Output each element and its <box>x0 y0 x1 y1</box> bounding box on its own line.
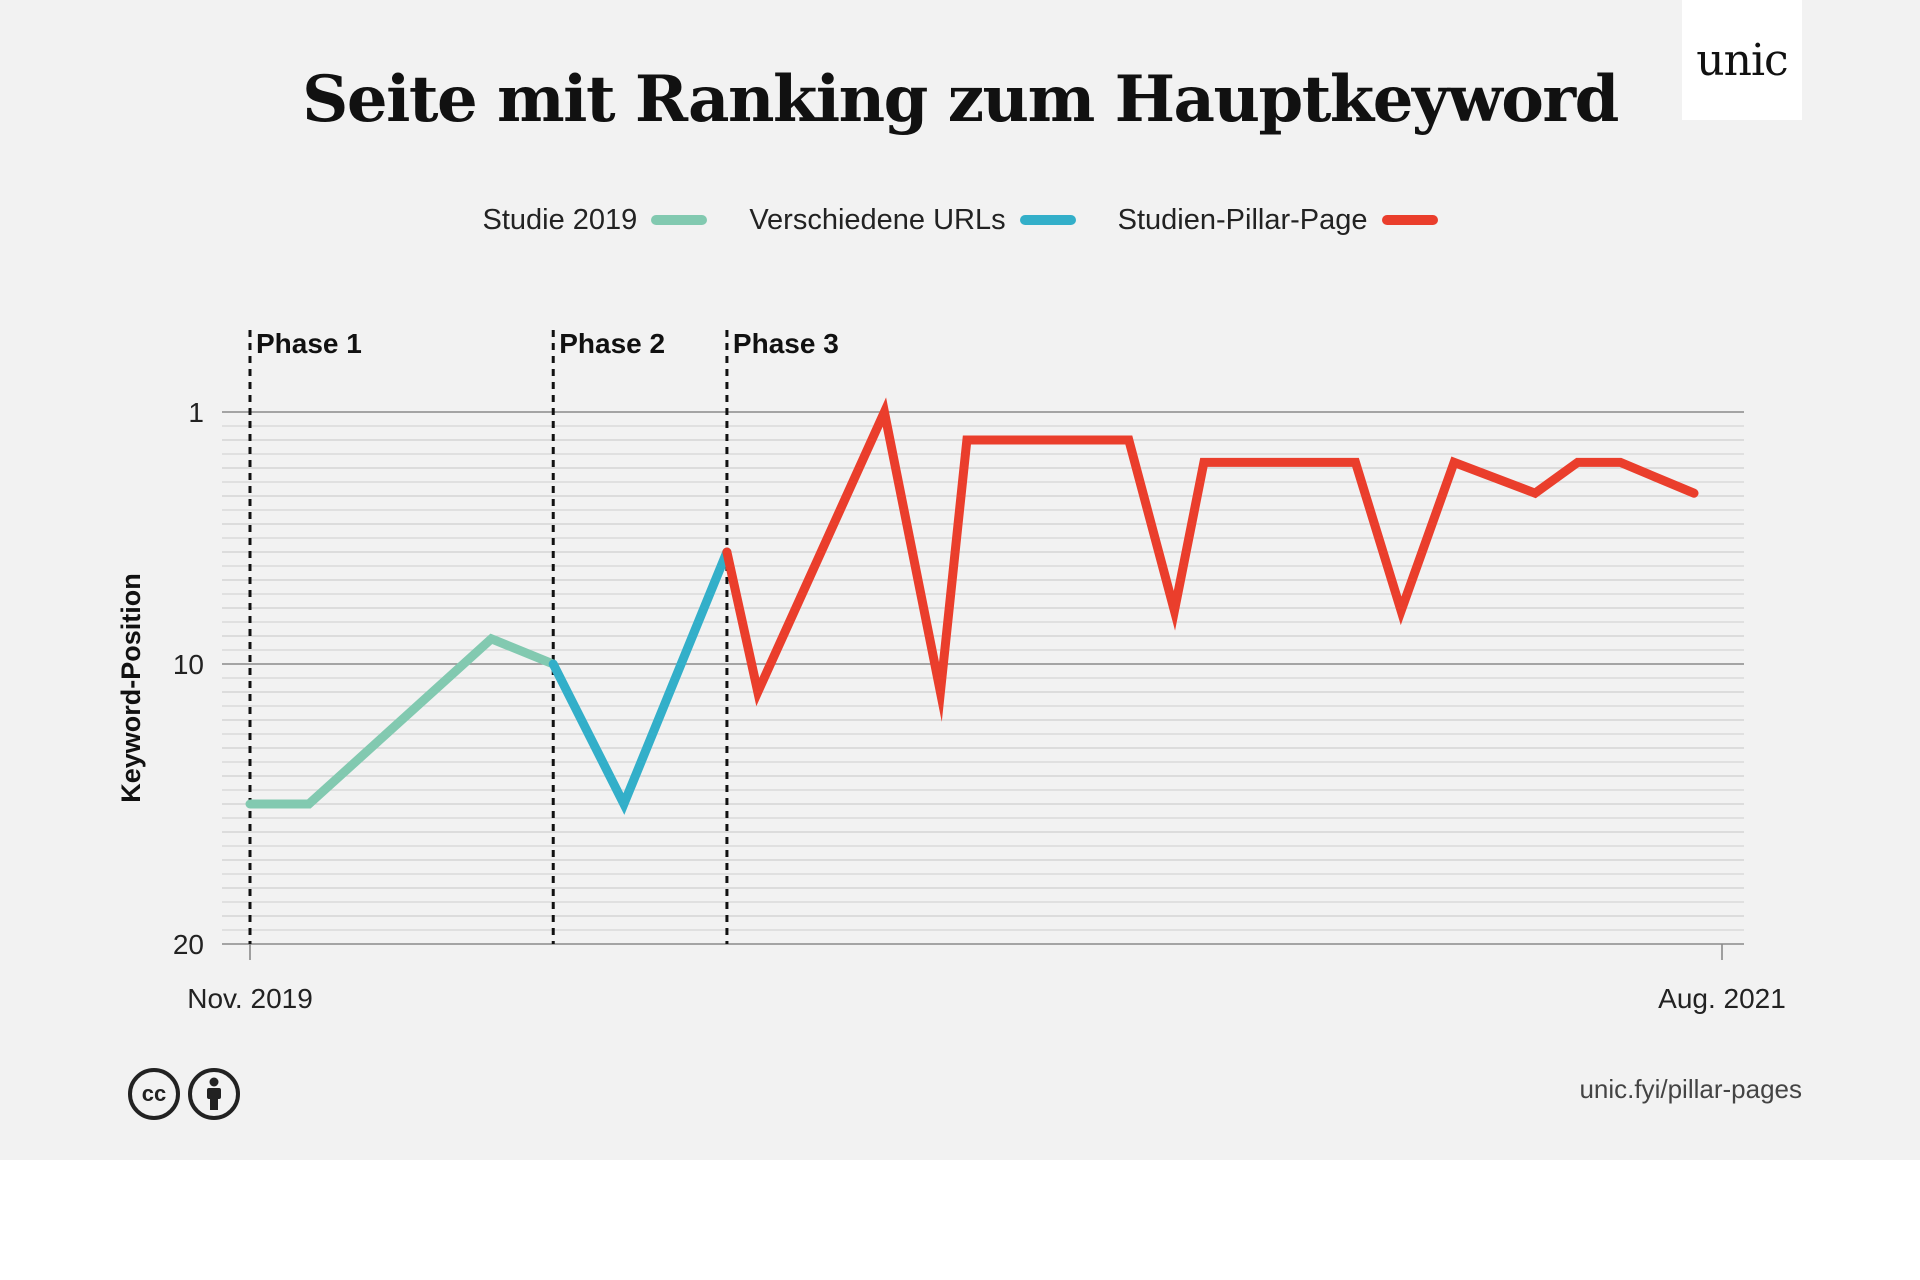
person-icon <box>207 1077 221 1110</box>
series-line-0 <box>245 633 558 809</box>
phase-label: Phase 1 <box>256 328 362 359</box>
y-axis-label: Keyword-Position <box>116 573 146 803</box>
phase-layer: Phase 1 Phase 2 Phase 3 <box>248 328 839 944</box>
y-tick-label: 10 <box>173 649 204 680</box>
legend-swatch-studie <box>651 215 708 225</box>
legend-swatch-pillar <box>1381 215 1438 225</box>
unic-logo: unic <box>1682 0 1802 120</box>
y-tick-label: 20 <box>173 929 204 960</box>
x-tick-label: Nov. 2019 <box>187 983 313 1014</box>
legend: Studie 2019 Verschiedene URLs Studien-Pi… <box>0 200 1920 240</box>
creative-commons-icon: cc <box>128 1068 180 1120</box>
attribution-icon <box>188 1068 240 1120</box>
phase-label: Phase 3 <box>733 328 839 359</box>
axis-layer: 1 10 20 Keyword-Position Nov. 2019 Aug. 2021 <box>116 397 1786 1014</box>
y-tick-label: 1 <box>188 397 204 428</box>
legend-swatch-urls <box>1019 215 1076 225</box>
footer-url: unic.fyi/pillar-pages <box>1579 1074 1802 1104</box>
series-line-2 <box>722 397 1699 722</box>
series-line-1 <box>548 547 732 815</box>
chart-title: Seite mit Ranking zum Hauptkeyword <box>302 62 1619 137</box>
cc-glyph: cc <box>141 1081 167 1106</box>
license-icons: cc <box>128 1068 248 1120</box>
legend-label-pillar: Studien-Pillar-Page <box>1117 203 1368 236</box>
phase-label: Phase 2 <box>559 328 665 359</box>
legend-label-studie: Studie 2019 <box>482 203 638 236</box>
legend-item-pillar: Studien-Pillar-Page <box>1118 204 1438 237</box>
series-layer <box>245 397 1699 815</box>
legend-item-studie: Studie 2019 <box>483 204 708 237</box>
legend-label-urls: Verschiedene URLs <box>749 203 1006 236</box>
legend-item-urls: Verschiedene URLs <box>749 203 1076 237</box>
x-tick-label: Aug. 2021 <box>1658 983 1786 1014</box>
